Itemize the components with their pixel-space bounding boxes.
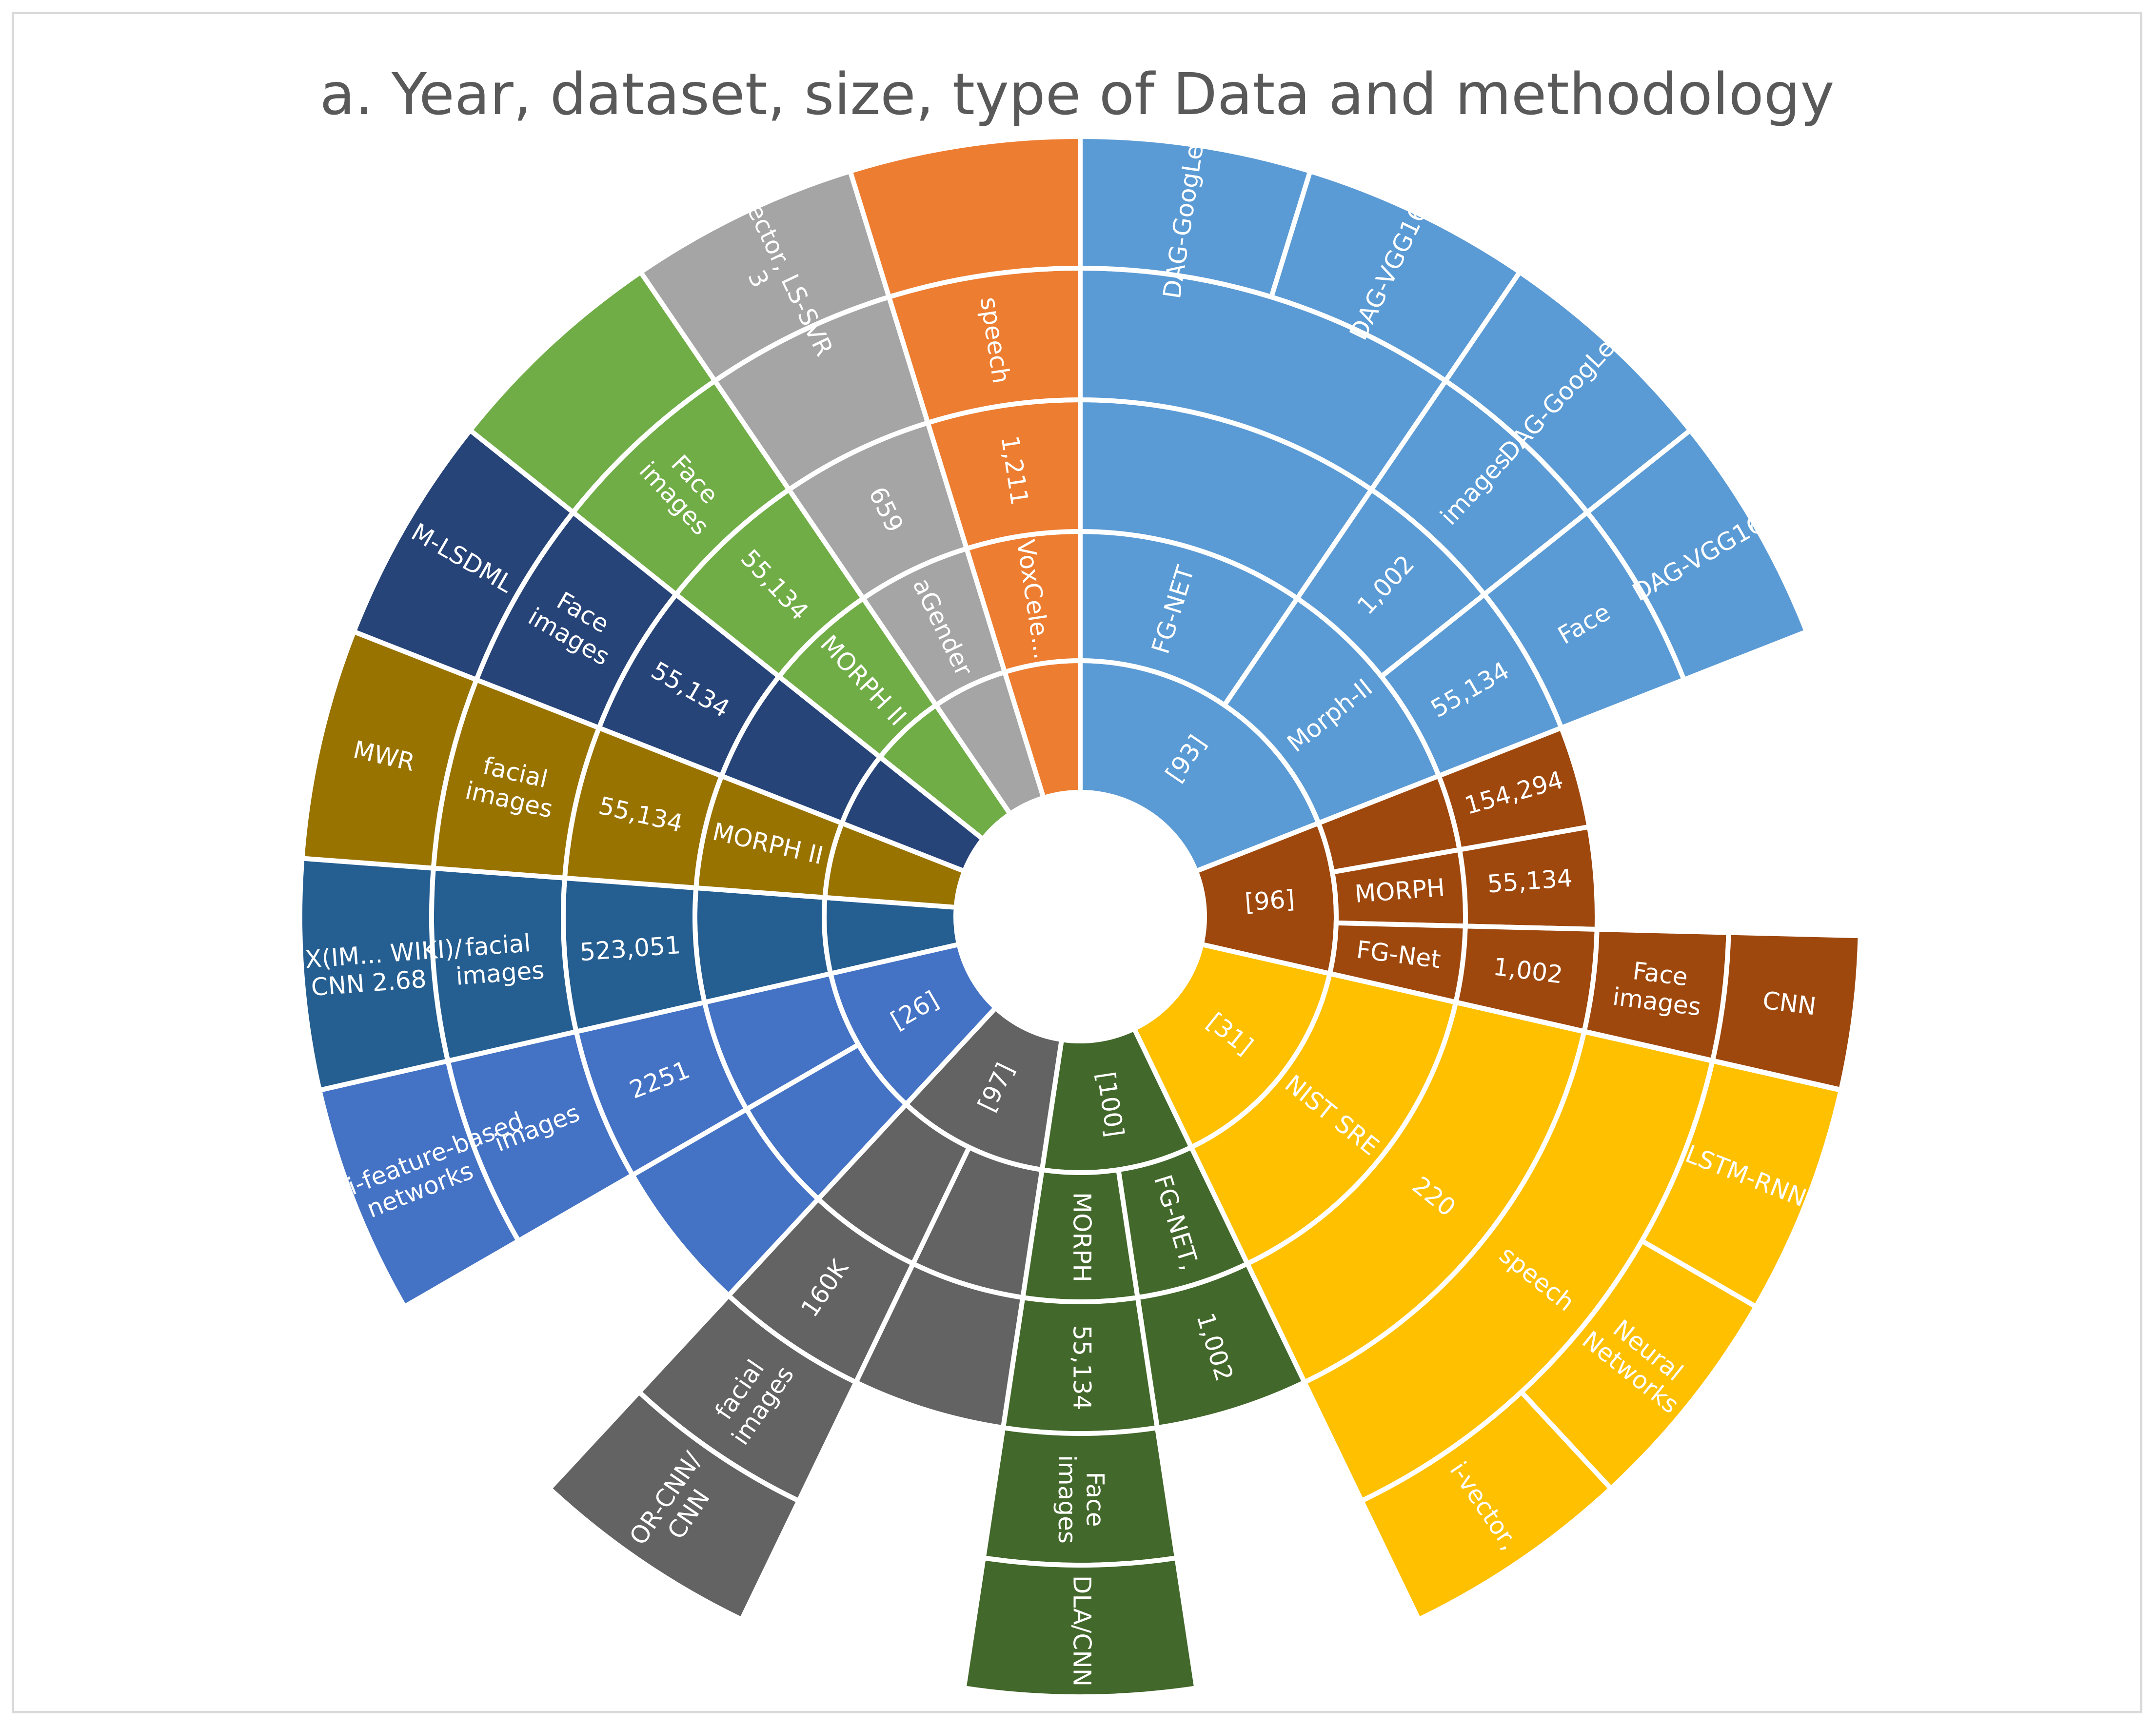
segment-label: DLA/CNN	[1068, 1575, 1096, 1687]
segment-label: 55,134	[1068, 1325, 1096, 1411]
chart-title: a. Year, dataset, size, type of Data and…	[319, 60, 1835, 128]
sunburst-segment-or-cnn-cnn[interactable]	[546, 1388, 802, 1623]
segment-label: 55,134	[1486, 864, 1574, 899]
sunburst-segment-dla-cnn[interactable]	[961, 1555, 1200, 1699]
sunburst-segment-dag-vgg16[interactable]	[1583, 427, 1810, 683]
segment-label: CNN	[1761, 986, 1818, 1020]
segment-label: [96]	[1244, 885, 1296, 917]
segment-label: Faceimages	[634, 437, 735, 541]
sunburst-segment-i-vector[interactable]	[1358, 1388, 1615, 1623]
segment-label: MORPH	[1068, 1192, 1096, 1282]
segment-label: Faceimages	[1611, 954, 1706, 1021]
segment-label: facialimages	[463, 748, 562, 823]
segment-label: MORPH	[1354, 873, 1446, 908]
segment-label: facialimages	[453, 928, 545, 991]
sunburst-segment-empty[interactable]	[847, 134, 1083, 300]
segment-label: Faceimages	[1053, 1455, 1110, 1544]
